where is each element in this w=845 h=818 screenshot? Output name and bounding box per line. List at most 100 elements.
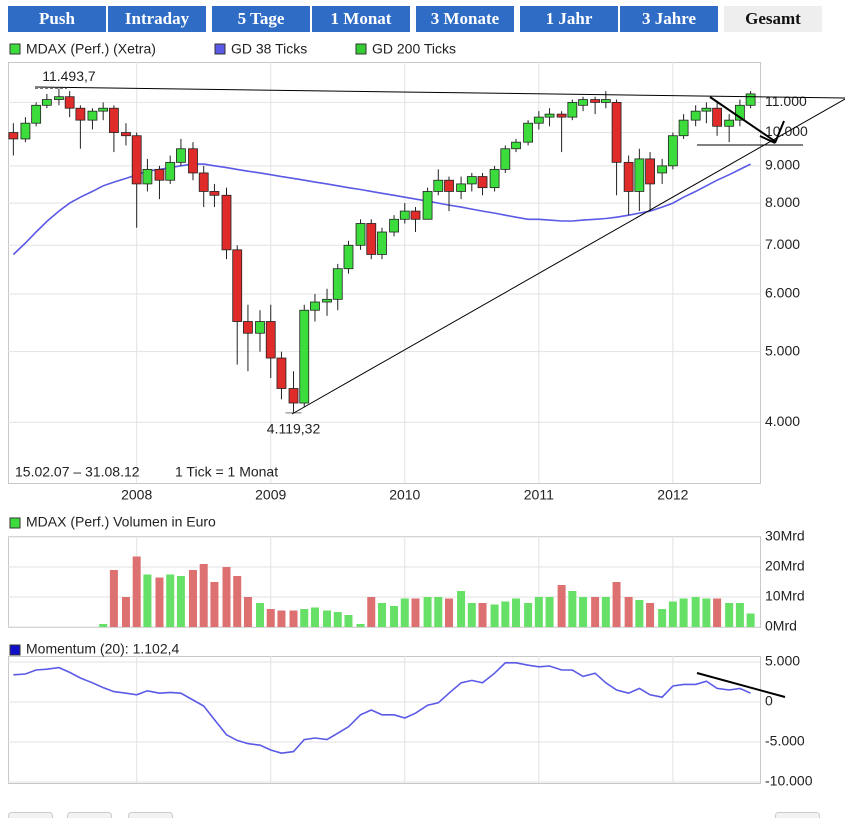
candle-body bbox=[255, 321, 265, 334]
tab[interactable]: Gesamt bbox=[724, 6, 822, 32]
candle-body bbox=[567, 102, 578, 118]
candle-body bbox=[645, 158, 655, 185]
candle-body bbox=[20, 122, 31, 140]
candle-body bbox=[131, 135, 142, 185]
candle-body bbox=[399, 210, 410, 220]
candle-body bbox=[422, 191, 433, 220]
y-tick-label: 30Mrd bbox=[765, 528, 805, 544]
candle-body bbox=[154, 168, 165, 181]
x-tick-label: 2009 bbox=[255, 487, 286, 503]
y-tick-label: 9.000 bbox=[765, 157, 800, 173]
y-tick-label: 11.000 bbox=[765, 93, 807, 109]
button[interactable] bbox=[775, 812, 820, 818]
tab[interactable]: 3 Monate bbox=[416, 6, 514, 32]
volume-bar bbox=[289, 610, 298, 627]
panel-title: Momentum (20): 1.102,4 bbox=[26, 641, 180, 657]
candle-body bbox=[477, 176, 488, 189]
candle-body bbox=[355, 223, 366, 246]
candle-body bbox=[8, 132, 19, 140]
candle-body bbox=[667, 135, 678, 167]
legend-swatch bbox=[9, 43, 21, 55]
volume-bar bbox=[501, 601, 510, 627]
candle-body bbox=[64, 96, 75, 109]
candle-body bbox=[41, 99, 52, 106]
volume-bar bbox=[400, 598, 409, 627]
y-tick-label: 0 bbox=[765, 693, 773, 709]
candle-body bbox=[198, 172, 209, 192]
volume-bar bbox=[300, 609, 309, 627]
candle-body bbox=[433, 179, 444, 192]
volume-bar bbox=[457, 591, 466, 627]
x-tick-label: 2012 bbox=[657, 487, 688, 503]
volume-bar bbox=[679, 598, 688, 627]
button[interactable] bbox=[67, 812, 112, 818]
candle-body bbox=[511, 141, 521, 150]
volume-bar bbox=[233, 576, 242, 627]
volume-bar bbox=[646, 603, 655, 627]
candle-body bbox=[456, 183, 466, 192]
candle-body bbox=[221, 194, 232, 251]
y-tick-label: 5.000 bbox=[765, 342, 800, 358]
volume-bar bbox=[735, 603, 744, 627]
candle-body bbox=[623, 161, 634, 192]
trend-lines bbox=[34, 86, 845, 698]
candle-body bbox=[444, 179, 454, 192]
candle-body bbox=[634, 158, 645, 192]
tab[interactable]: 3 Jahre bbox=[620, 6, 718, 32]
candle-body bbox=[142, 168, 153, 185]
candle-body bbox=[533, 116, 544, 124]
candle-body bbox=[724, 119, 735, 127]
momentum-line bbox=[13, 662, 751, 755]
candle-body bbox=[243, 321, 253, 334]
legend-label: MDAX (Perf.) (Xetra) bbox=[26, 41, 156, 57]
volume-bar bbox=[534, 597, 543, 627]
button[interactable] bbox=[128, 812, 173, 818]
volume-bar bbox=[132, 556, 141, 627]
volume-bar bbox=[524, 603, 533, 627]
volume-bar bbox=[557, 585, 566, 627]
volume-bar bbox=[478, 603, 487, 627]
volume-bar bbox=[725, 603, 734, 627]
candle-body bbox=[701, 107, 712, 112]
volume-bar bbox=[568, 591, 577, 627]
y-tick-label: 7.000 bbox=[765, 236, 800, 252]
volume-bar bbox=[746, 613, 755, 627]
volume-bar bbox=[176, 576, 185, 627]
candle-body bbox=[712, 107, 723, 127]
tab[interactable]: Push bbox=[8, 6, 106, 32]
panel-title: MDAX (Perf.) Volumen in Euro bbox=[26, 514, 216, 530]
volume-bar bbox=[310, 607, 319, 627]
candle-body bbox=[489, 168, 500, 189]
candle-body bbox=[299, 309, 310, 404]
candle-body bbox=[209, 191, 220, 196]
volume-bar bbox=[333, 612, 342, 627]
volume-bar bbox=[713, 598, 722, 627]
volume-bar bbox=[367, 597, 376, 627]
button[interactable] bbox=[8, 812, 53, 818]
candle-body bbox=[466, 176, 477, 185]
extreme-label: 11.493,7 bbox=[42, 68, 96, 84]
volume-bar bbox=[256, 603, 265, 627]
candle-body bbox=[232, 249, 243, 322]
volume-bar bbox=[277, 610, 286, 627]
volume-bar bbox=[668, 601, 677, 627]
tab[interactable]: Intraday bbox=[108, 6, 206, 32]
tab[interactable]: 5 Tage bbox=[212, 6, 310, 32]
x-tick-label: 2008 bbox=[121, 487, 152, 503]
tab[interactable]: 1 Monat bbox=[312, 6, 410, 32]
tab[interactable]: 1 Jahr bbox=[520, 6, 618, 32]
volume-bar bbox=[591, 597, 600, 627]
candle-body bbox=[31, 104, 42, 124]
candle-body bbox=[288, 388, 299, 404]
volume-bar bbox=[390, 606, 399, 627]
volume-bar bbox=[490, 604, 499, 627]
volume-bar bbox=[702, 598, 711, 627]
volume-bar bbox=[612, 582, 621, 627]
volume-bar bbox=[243, 597, 252, 627]
legend-swatch bbox=[355, 43, 367, 55]
candle-body bbox=[165, 161, 176, 181]
y-tick-label: -5.000 bbox=[765, 733, 805, 749]
y-tick-label: -10.000 bbox=[765, 773, 813, 789]
volume-bar bbox=[155, 577, 164, 627]
